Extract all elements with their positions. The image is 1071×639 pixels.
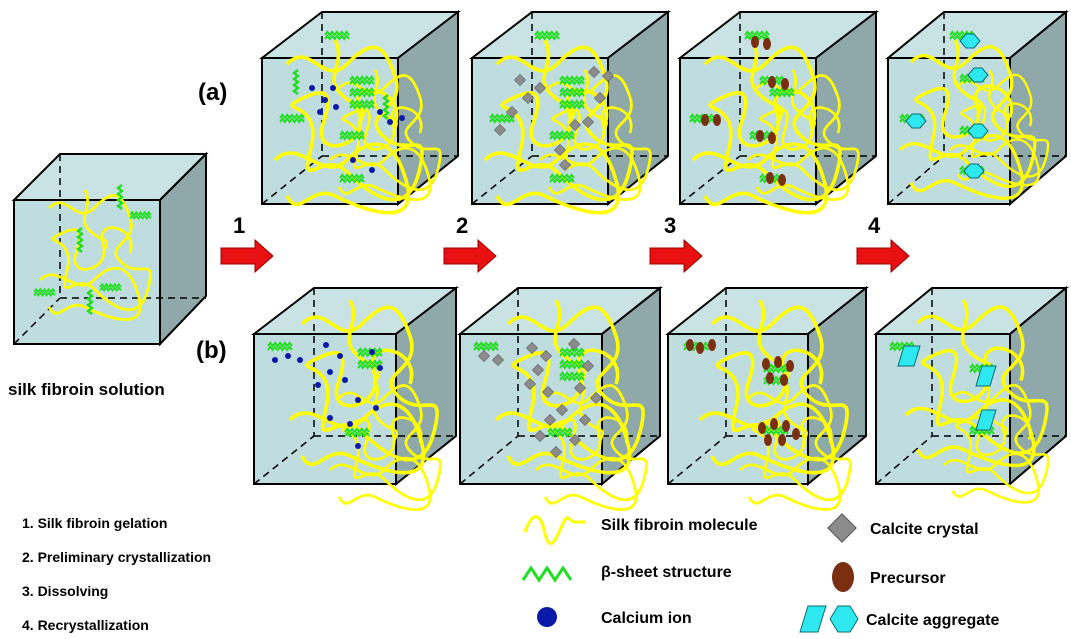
- cube-b4: [873, 285, 1069, 504]
- arrow-label-4: 4: [868, 213, 881, 238]
- step-list: 1. Silk fibroin gelation 2. Preliminary …: [22, 515, 211, 633]
- legend-label-crystal: Calcite crystal: [870, 521, 979, 538]
- arrow-label-2: 2: [456, 213, 468, 238]
- arrow-2: 2: [443, 213, 497, 274]
- row-label-a: (a): [198, 79, 227, 106]
- cube-a1: [259, 9, 461, 215]
- legend-label-precursor: Precursor: [870, 570, 946, 587]
- calcite-aggregate-parallelogram-icon: [799, 605, 827, 633]
- legend-label-fibroin: Silk fibroin molecule: [601, 517, 758, 534]
- fibroin-molecule-icon: [523, 515, 586, 545]
- cube-b2: [457, 285, 663, 511]
- row-label-b: (b): [196, 337, 227, 364]
- arrow-label-1: 1: [233, 213, 245, 238]
- legend: Silk fibroin molecule β-sheet structure …: [521, 513, 999, 633]
- beta-sheet-icon: [521, 565, 573, 583]
- cube-b3: [665, 285, 869, 511]
- step-4: 4. Recrystallization: [22, 617, 149, 633]
- step-3: 3. Dissolving: [22, 583, 108, 599]
- cube-a3: [677, 9, 879, 215]
- legend-label-calcium: Calcium ion: [601, 610, 692, 627]
- step-2: 2. Preliminary crystallization: [22, 549, 211, 565]
- legend-label-aggregate: Calcite aggregate: [866, 612, 999, 629]
- calcium-ion-icon: [537, 607, 557, 627]
- arrow-3: 3: [649, 213, 703, 274]
- step-1: 1. Silk fibroin gelation: [22, 515, 167, 531]
- start-label: silk fibroin solution: [8, 380, 165, 399]
- cube-b1: [251, 285, 459, 511]
- calcite-crystal-icon: [827, 513, 857, 543]
- cube-solution: [11, 151, 209, 347]
- calcite-aggregate-hexagon-icon: [829, 605, 859, 633]
- arrow-1: 1: [220, 213, 274, 274]
- arrow-label-3: 3: [664, 213, 676, 238]
- legend-label-beta-sheet: β-sheet structure: [601, 564, 732, 581]
- arrow-4: 4: [856, 213, 910, 274]
- cube-a2: [469, 9, 671, 215]
- cube-a4: [885, 9, 1069, 207]
- precursor-icon: [832, 562, 854, 592]
